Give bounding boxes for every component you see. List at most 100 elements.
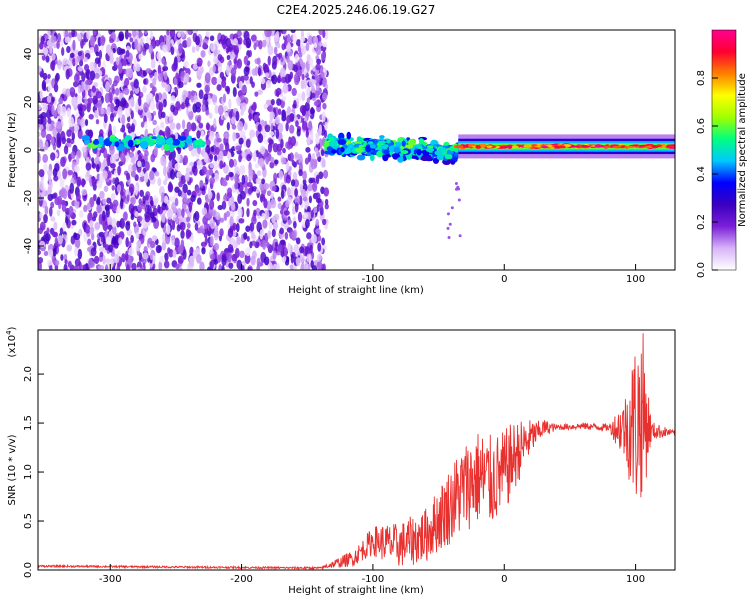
spectrogram-cell bbox=[265, 99, 272, 106]
spectrogram-cell bbox=[138, 53, 144, 60]
spectrogram-cell bbox=[126, 194, 130, 202]
spectrogram-cell bbox=[248, 49, 252, 58]
spectrogram-cell bbox=[154, 171, 160, 177]
spectrogram-cell bbox=[108, 244, 113, 253]
spectrogram-cell bbox=[143, 30, 148, 35]
spectrogram-cell bbox=[38, 104, 42, 111]
spectrogram-cell bbox=[82, 264, 87, 270]
spectrogram-cell bbox=[306, 137, 311, 146]
spectrogram-cell bbox=[48, 248, 54, 258]
spectrogram-cell bbox=[209, 199, 215, 210]
spectrogram-cell bbox=[116, 46, 122, 56]
spectrogram-cell bbox=[43, 42, 47, 48]
spectrogram-cell bbox=[303, 212, 308, 219]
spectrogram-cell bbox=[148, 113, 152, 122]
spectrogram-cell bbox=[39, 71, 44, 77]
spectrogram-cell bbox=[96, 163, 100, 173]
spectrogram-cell bbox=[120, 152, 125, 162]
spectrogram-cell bbox=[109, 144, 115, 155]
snr-frame bbox=[37, 329, 676, 571]
spectrogram-cell bbox=[281, 43, 286, 51]
spectrogram-cell bbox=[172, 249, 177, 258]
spectrogram-cell bbox=[199, 225, 204, 234]
spectrogram-cell bbox=[200, 50, 206, 58]
spectrogram-cell bbox=[271, 74, 278, 85]
spectrogram-cell bbox=[239, 130, 246, 138]
spectrogram-cell bbox=[324, 198, 329, 206]
snr-series-line bbox=[38, 333, 675, 570]
spectrogram-cell bbox=[369, 144, 376, 149]
spectrogram-cell bbox=[655, 144, 663, 148]
spectrogram-cell bbox=[245, 138, 251, 149]
spectrogram-cell bbox=[132, 163, 137, 172]
spectrogram-cell bbox=[149, 170, 155, 181]
spectrogram-cell bbox=[197, 57, 203, 66]
spectrogram-cell bbox=[241, 174, 246, 185]
spectrogram-cell bbox=[185, 167, 190, 173]
x-tick-label: -200 bbox=[230, 274, 253, 285]
spectrogram-cell bbox=[93, 67, 100, 73]
spectrogram-cell bbox=[124, 250, 129, 262]
spectrogram-cell bbox=[160, 111, 166, 119]
spectrogram-cell bbox=[426, 145, 434, 149]
spectrogram-cell bbox=[367, 141, 374, 145]
spectrogram-cell bbox=[266, 190, 272, 197]
spectrogram-cell bbox=[220, 217, 225, 223]
spectrogram-cell bbox=[128, 247, 135, 257]
spectrogram-cell bbox=[95, 91, 102, 99]
spectrogram-cell bbox=[132, 140, 138, 145]
spectrogram-cell bbox=[97, 99, 103, 108]
spectrogram-cell bbox=[218, 263, 223, 270]
spectrogram-cell bbox=[276, 150, 282, 156]
spectrogram-cell bbox=[301, 107, 306, 117]
spectrogram-cell bbox=[56, 121, 62, 129]
spectrogram-cell bbox=[106, 215, 113, 225]
spectrogram-cell bbox=[228, 171, 234, 178]
spectrogram-cell bbox=[45, 109, 52, 119]
spectrogram-cell bbox=[118, 111, 123, 119]
spectrogram-cell bbox=[100, 234, 104, 243]
spectrogram-cell bbox=[277, 202, 282, 210]
spectrogram-cell bbox=[356, 136, 362, 143]
spectrogram-cell bbox=[205, 139, 212, 146]
spectrogram-cell bbox=[209, 162, 214, 169]
spectrogram-cell bbox=[142, 85, 147, 94]
spectrogram-cell bbox=[242, 156, 246, 162]
spectrogram-cell bbox=[260, 120, 266, 127]
spectrogram-cell bbox=[206, 169, 210, 180]
spectrogram-cell bbox=[91, 175, 95, 187]
spectrogram-cell bbox=[98, 49, 103, 60]
spectrogram-cell bbox=[317, 242, 322, 252]
spectrogram-cell bbox=[68, 205, 74, 216]
spectrogram-cell bbox=[57, 136, 62, 146]
spectrogram-cell bbox=[47, 244, 54, 250]
spectrogram-cell bbox=[112, 199, 119, 208]
spectrogram-cell bbox=[280, 156, 287, 165]
x-tick-label: -100 bbox=[362, 574, 385, 585]
spectrogram-cell bbox=[234, 181, 239, 190]
spectrogram-cell bbox=[310, 233, 317, 244]
spectrogram-cell bbox=[303, 261, 309, 270]
spectrogram-cell bbox=[156, 51, 161, 60]
spectrogram-cell bbox=[166, 209, 173, 220]
spectrogram-cell bbox=[221, 181, 228, 187]
spectrogram-cell bbox=[297, 93, 302, 102]
spectrogram-cell bbox=[257, 89, 263, 95]
spectrogram-cell bbox=[64, 259, 68, 265]
spectrogram-cell bbox=[311, 79, 317, 85]
spectrogram-cell bbox=[161, 202, 167, 211]
spectrogram-cell bbox=[210, 42, 216, 52]
spectrogram-cell bbox=[135, 63, 141, 72]
spectrogram-cell bbox=[188, 145, 193, 151]
spectrogram-cell bbox=[155, 244, 162, 254]
spectrogram-cell bbox=[294, 152, 299, 159]
spectrogram-cell bbox=[434, 150, 443, 156]
spectrogram-cell bbox=[54, 237, 59, 247]
spectrogram-cell bbox=[109, 258, 114, 268]
spectrogram-cell bbox=[275, 30, 280, 37]
spectrogram-cell bbox=[294, 53, 299, 63]
spectrogram-cell bbox=[310, 260, 314, 269]
spectrogram-cell bbox=[186, 216, 191, 223]
spectrogram-cell bbox=[91, 160, 95, 169]
spectrogram-cell bbox=[244, 253, 251, 265]
